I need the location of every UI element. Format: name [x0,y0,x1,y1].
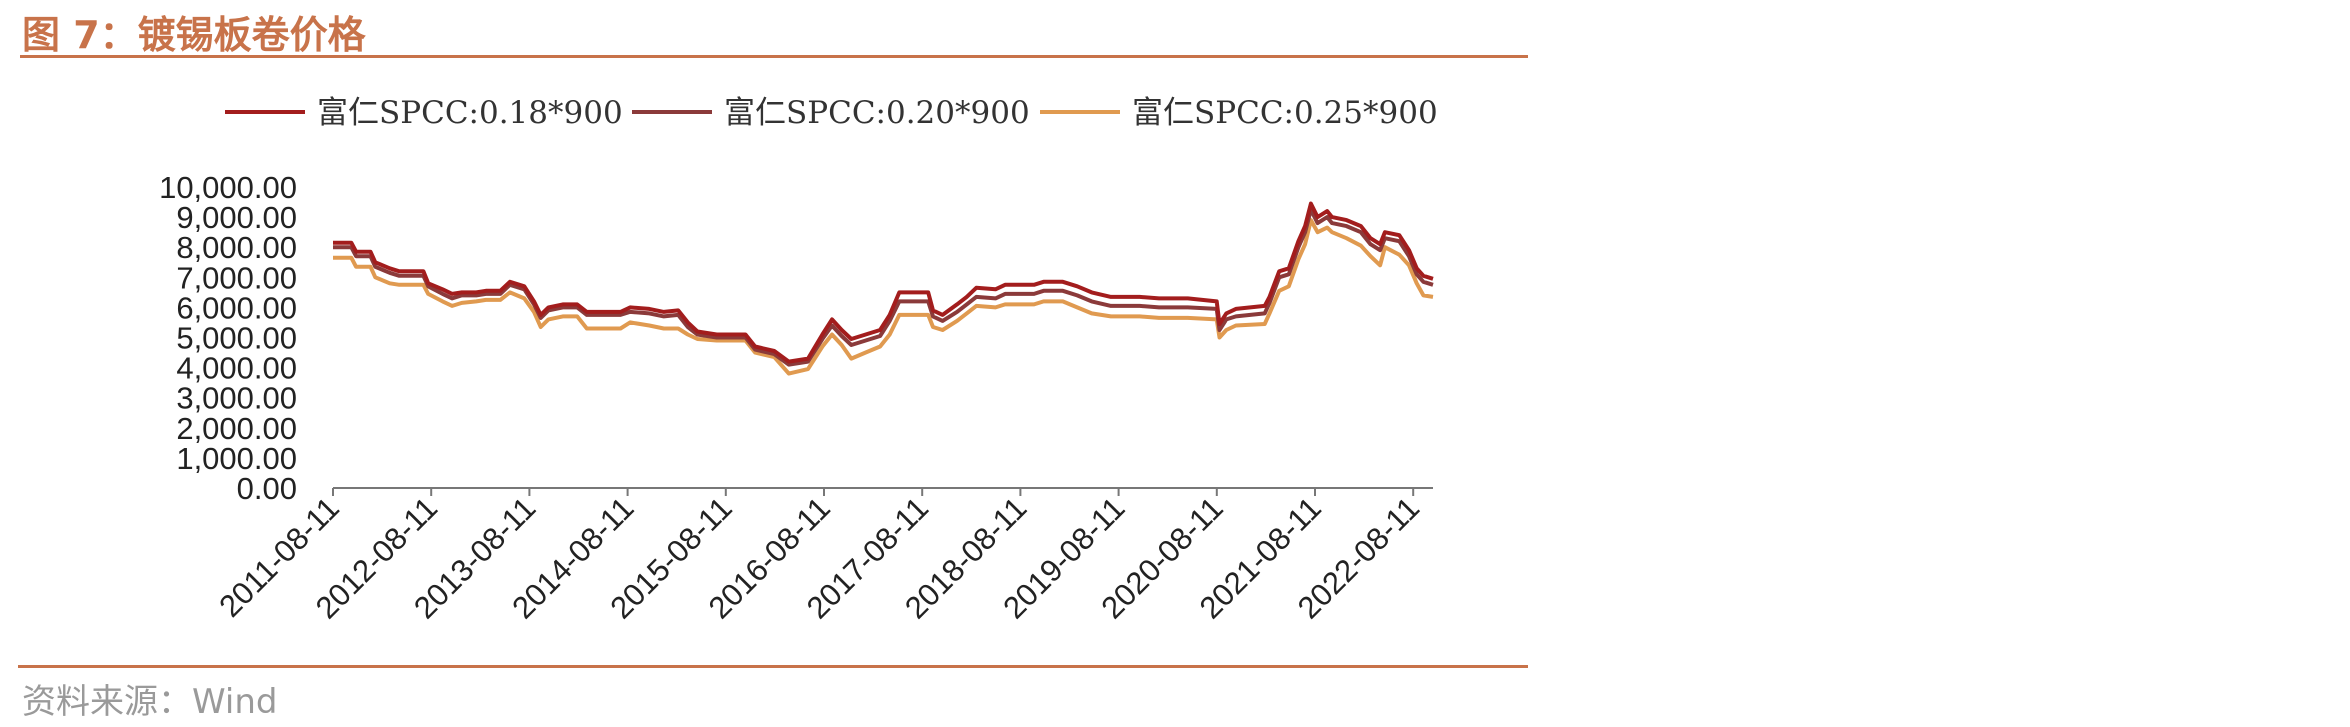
legend-label-2: 富仁SPCC:0.20*900 [724,95,1030,131]
legend-label-3: 富仁SPCC:0.25*900 [1132,95,1438,131]
y-tick-label: 1,000.00 [176,441,297,476]
legend: 富仁SPCC:0.18*900 富仁SPCC:0.20*900 富仁SPCC:0.2… [225,95,1438,131]
x-axis: 2011-08-112012-08-112013-08-112014-08-11… [212,487,1433,625]
y-tick-label: 0.00 [237,471,297,506]
bottom-rule [18,665,1528,668]
y-tick-label: 3,000.00 [176,381,297,416]
y-tick-label: 4,000.00 [176,351,297,386]
series-line-3 [333,218,1434,376]
y-tick-label: 8,000.00 [176,230,297,265]
series-layer [333,201,1434,376]
series-line-1 [333,201,1434,364]
y-tick-label: 9,000.00 [176,200,297,235]
y-tick-label: 5,000.00 [176,321,297,356]
top-rule [20,55,1528,58]
y-tick-label: 10,000.00 [159,170,297,205]
y-tick-label: 2,000.00 [176,411,297,446]
source-note: 资料来源：Wind [22,682,278,722]
y-tick-label: 7,000.00 [176,260,297,295]
figure-title: 图 7：镀锡板卷价格 [22,13,366,57]
y-axis: 0.001,000.002,000.003,000.004,000.005,00… [159,170,297,506]
legend-label-1: 富仁SPCC:0.18*900 [317,95,623,131]
series-line-2 [333,207,1434,367]
y-tick-label: 6,000.00 [176,290,297,325]
